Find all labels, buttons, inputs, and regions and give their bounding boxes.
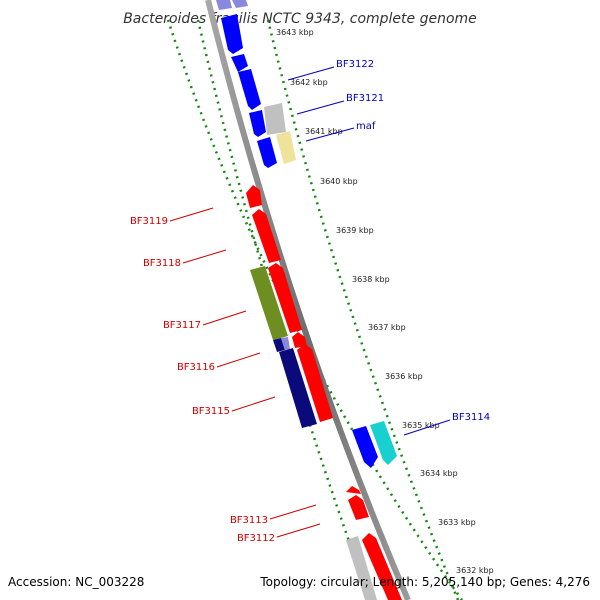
- gene-label-bf3115[interactable]: BF3115: [192, 406, 230, 417]
- leader-line: [305, 127, 355, 142]
- gene-block: [216, 0, 232, 10]
- gene-block: [221, 14, 243, 54]
- gene-block: [232, 0, 248, 8]
- ruler-label: 3640 kbp: [320, 177, 358, 186]
- gene-bf3121-arrow[interactable]: [264, 103, 286, 135]
- gene-label-bf3122[interactable]: BF3122: [336, 59, 374, 70]
- gene-blue-arrow[interactable]: [257, 137, 277, 168]
- ruler-label: 3634 kbp: [420, 469, 458, 478]
- leader-line: [202, 310, 247, 326]
- track-inner-left: [196, 19, 372, 600]
- leader-line: [216, 352, 261, 368]
- leader-line: [287, 66, 335, 81]
- leader-line: [169, 207, 214, 222]
- gene-red-arrow[interactable]: [362, 533, 402, 600]
- ruler-label: 3641 kbp: [305, 127, 343, 136]
- gene-bf3116-arrow[interactable]: [273, 338, 285, 352]
- leader-line: [403, 419, 451, 436]
- gene-label-bf3114[interactable]: BF3114: [452, 412, 490, 423]
- gene-block: [238, 69, 261, 110]
- leader-line: [182, 249, 227, 264]
- gene-bf3122-arrow[interactable]: [216, 0, 261, 110]
- genome-backbone: [205, 0, 411, 600]
- gene-bf3119-arrow[interactable]: [246, 185, 262, 208]
- ruler-label: 3643 kbp: [276, 28, 314, 37]
- gene-label-maf[interactable]: maf: [356, 121, 376, 132]
- ruler-label: 3633 kbp: [438, 518, 476, 527]
- gene-lavender-arrow[interactable]: [281, 337, 290, 350]
- ruler-label: 3639 kbp: [336, 226, 374, 235]
- gene-label-bf3121[interactable]: BF3121: [346, 93, 384, 104]
- accession-text: Accession: NC_003228: [8, 575, 145, 589]
- gene-bf3115-arrow[interactable]: [279, 348, 317, 428]
- leader-lines: [169, 66, 451, 538]
- map-title: Bacteroides fragilis NCTC 9343, complete…: [123, 11, 477, 27]
- leader-line: [269, 504, 317, 520]
- ruler-label: 3637 kbp: [368, 323, 406, 332]
- ruler-label: 3636 kbp: [385, 372, 423, 381]
- topology-text: Topology: circular; Length: 5,205,140 bp…: [260, 575, 590, 589]
- gene-label-bf3118[interactable]: BF3118: [143, 258, 181, 269]
- gene-bf3117-arrow[interactable]: [250, 266, 288, 340]
- gene-maf-arrow[interactable]: [276, 131, 296, 164]
- gene-bf3114-arrow[interactable]: [370, 421, 397, 465]
- gene-bf3113-arrow[interactable]: [346, 486, 361, 494]
- ruler-label: 3635 kbp: [402, 421, 440, 430]
- leader-line: [231, 396, 276, 412]
- gene-blue-arrow[interactable]: [249, 110, 266, 137]
- gene-red-arrow[interactable]: [268, 263, 302, 333]
- ruler-label: 3638 kbp: [352, 275, 390, 284]
- gene-label-bf3117[interactable]: BF3117: [163, 320, 201, 331]
- gene-gray-arrow[interactable]: [346, 536, 377, 600]
- gene-red-arrow[interactable]: [292, 332, 307, 348]
- gene-label-bf3116[interactable]: BF3116: [177, 362, 215, 373]
- gene-bf3112-arrow[interactable]: [348, 495, 369, 520]
- ruler-label: 3632 kbp: [456, 566, 494, 575]
- track-outer-left: [166, 19, 464, 600]
- gene-label-bf3119[interactable]: BF3119: [130, 216, 168, 227]
- leader-line: [276, 523, 321, 538]
- ruler-label: 3642 kbp: [290, 78, 328, 87]
- gene-blue-arrow[interactable]: [352, 426, 378, 468]
- leader-line: [296, 100, 345, 115]
- ruler: 3643 kbp 3642 kbp 3641 kbp 3640 kbp 3639…: [276, 28, 494, 575]
- gene-bf3118-arrow[interactable]: [252, 209, 281, 263]
- gene-block: [231, 54, 248, 72]
- gene-red-arrow[interactable]: [297, 344, 333, 422]
- gene-label-bf3113[interactable]: BF3113: [230, 515, 268, 526]
- gene-label-bf3112[interactable]: BF3112: [237, 533, 275, 544]
